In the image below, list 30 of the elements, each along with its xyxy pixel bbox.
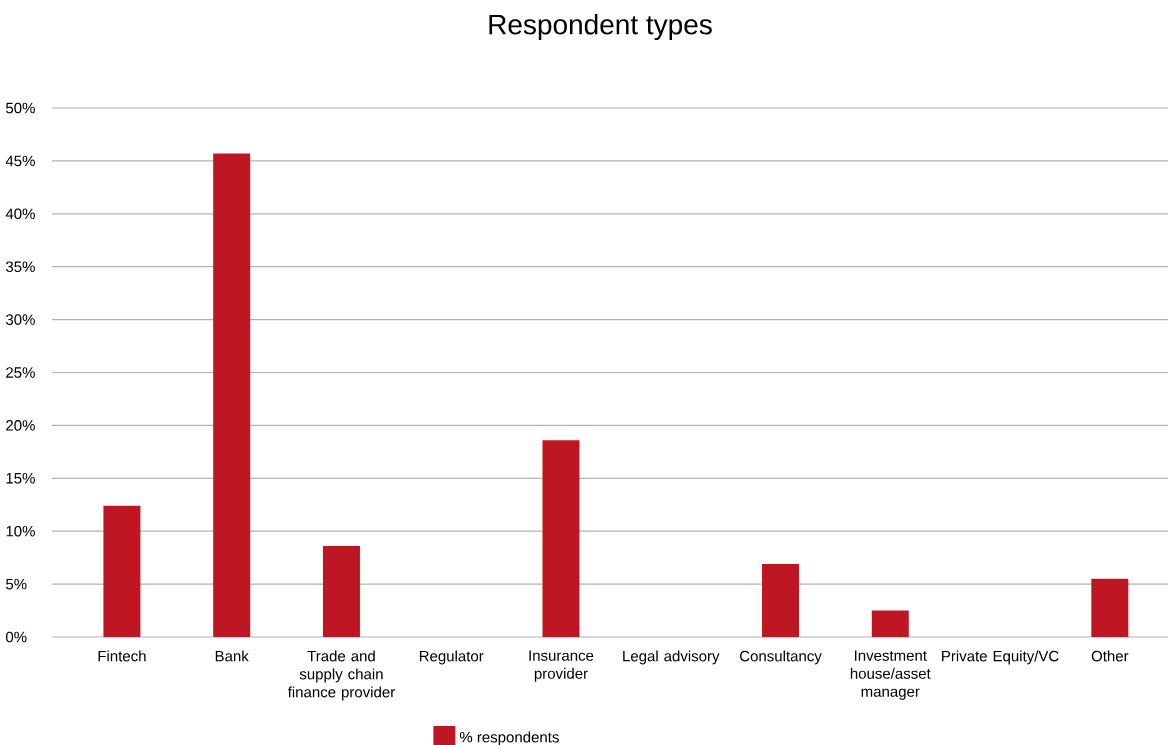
- x-tick-label: Trade and supply chain finance provider: [287, 650, 395, 701]
- y-tick-label: 5%: [5, 578, 27, 590]
- x-tick-label: Consultancy: [740, 650, 822, 665]
- y-tick-label: 40%: [5, 208, 35, 220]
- y-tick-label: 25%: [6, 367, 35, 378]
- bar: [103, 505, 141, 637]
- x-tick-label: Fintech: [98, 650, 146, 662]
- y-tick-label: 10%: [6, 525, 35, 537]
- x-tick-label: Investment house/asset manager: [850, 650, 931, 700]
- y-tick-label: 45%: [5, 155, 35, 167]
- x-tick-label: Bank: [215, 650, 249, 662]
- chart-title: Respondent types: [489, 13, 712, 41]
- bar: [871, 610, 909, 637]
- x-tick-label: Insurance provider: [529, 650, 594, 682]
- x-tick-label: Private Equity/VC: [942, 650, 1059, 665]
- x-tick-label: Legal advisory: [623, 650, 720, 665]
- legend-label: % respondents: [459, 731, 559, 745]
- y-tick-label: 20%: [6, 420, 35, 431]
- bar: [542, 440, 580, 637]
- bar: [1091, 578, 1129, 637]
- bar: [322, 546, 360, 637]
- y-tick-label: 15%: [6, 473, 35, 484]
- bar: [213, 153, 251, 637]
- x-tick-label: Regulator: [419, 650, 484, 665]
- y-tick-label: 30%: [5, 314, 35, 325]
- y-tick-label: 50%: [5, 102, 35, 114]
- x-tick-label: Other: [1091, 650, 1129, 662]
- y-tick-label: 35%: [5, 261, 35, 273]
- bar: [762, 564, 800, 637]
- y-tick-label: 0%: [5, 631, 27, 643]
